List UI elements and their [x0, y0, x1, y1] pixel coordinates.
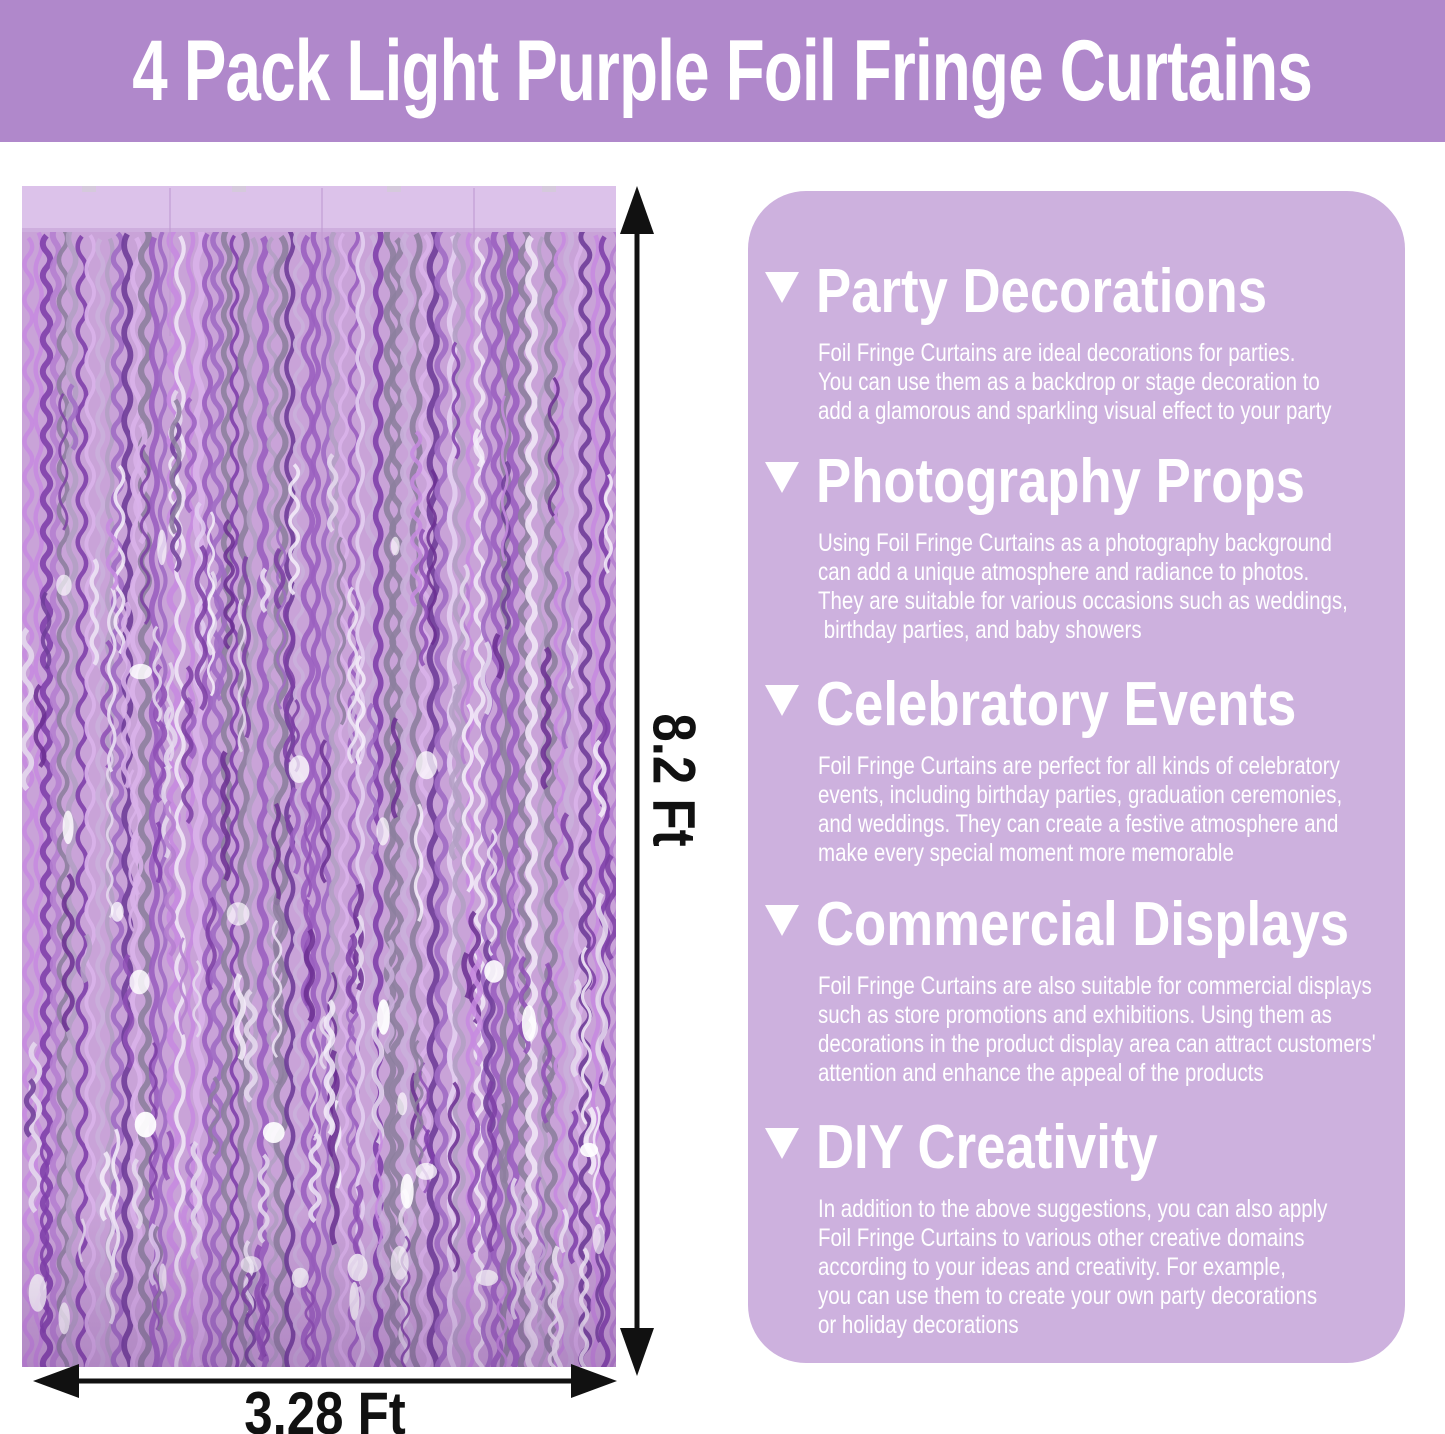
height-dimension-label: 8.2 Ft [640, 702, 709, 859]
section-body: In addition to the above suggestions, yo… [818, 1195, 1328, 1339]
section-body: Foil Fringe Curtains are perfect for all… [818, 752, 1343, 867]
page-title: 4 Pack Light Purple Foil Fringe Curtains [132, 23, 1313, 119]
section-title: DIY Creativity [816, 1113, 1158, 1182]
arrowhead-down-icon [620, 1328, 654, 1376]
section-title: Party Decorations [816, 257, 1268, 326]
width-dimension-value: 3.28 Ft [244, 1380, 406, 1434]
down-triangle-icon [765, 462, 799, 493]
arrowhead-right-icon [571, 1364, 617, 1398]
section-body: Foil Fringe Curtains are also suitable f… [818, 972, 1376, 1087]
down-triangle-icon [765, 905, 799, 936]
section-body: Foil Fringe Curtains are ideal decoratio… [818, 339, 1332, 425]
height-dimension-value: 8.2 Ft [640, 713, 708, 847]
section-title: Celebratory Events [816, 670, 1297, 739]
down-triangle-icon [765, 1128, 799, 1159]
arrowhead-left-icon [33, 1364, 79, 1398]
curtain-illustration [22, 186, 616, 1367]
section-title: Commercial Displays [816, 890, 1350, 959]
header-banner: 4 Pack Light Purple Foil Fringe Curtains [0, 0, 1445, 142]
section-body: Using Foil Fringe Curtains as a photogra… [818, 529, 1348, 644]
section-title: Photography Props [816, 447, 1305, 516]
width-dimension-label: 3.28 Ft [230, 1384, 420, 1434]
down-triangle-icon [765, 685, 799, 716]
down-triangle-icon [765, 272, 799, 303]
curtain-product-image [22, 186, 616, 1367]
arrowhead-up-icon [620, 186, 654, 234]
info-panel: Party Decorations Foil Fringe Curtains a… [748, 191, 1405, 1363]
